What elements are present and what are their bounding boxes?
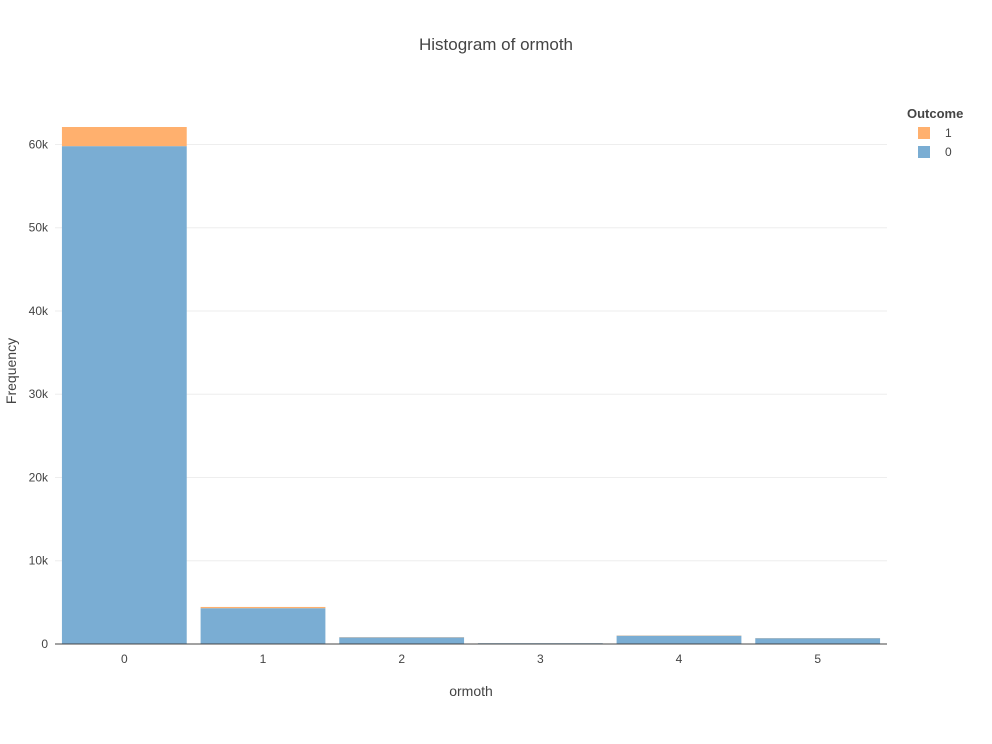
- bars: [61, 127, 881, 645]
- bar-outcome-0[interactable]: [200, 608, 326, 644]
- bar-outcome-1[interactable]: [200, 606, 326, 609]
- y-tick-label: 30k: [29, 387, 49, 401]
- legend-label: 1: [945, 126, 952, 140]
- legend-label: 0: [945, 145, 952, 159]
- legend-item-0[interactable]: 0: [918, 145, 952, 159]
- x-tick-label: 2: [398, 652, 405, 666]
- x-axis-title: ormoth: [449, 683, 493, 699]
- y-tick-label: 20k: [29, 470, 49, 484]
- gridlines: [55, 143, 887, 562]
- legend-title: Outcome: [907, 106, 963, 121]
- bar-outcome-0[interactable]: [339, 637, 465, 644]
- legend-items[interactable]: 10: [918, 126, 952, 159]
- y-tick-label: 0: [41, 637, 48, 651]
- y-tick-label: 50k: [29, 221, 49, 235]
- bar-outcome-0[interactable]: [755, 638, 881, 644]
- bar-outcome-0[interactable]: [616, 635, 742, 644]
- y-axis-title: Frequency: [3, 338, 19, 404]
- x-tick-label: 3: [537, 652, 544, 666]
- legend-swatch: [918, 127, 930, 139]
- y-tick-label: 10k: [29, 554, 49, 568]
- legend[interactable]: Outcome 10: [907, 106, 963, 159]
- bar-outcome-0[interactable]: [61, 146, 187, 645]
- legend-item-1[interactable]: 1: [918, 126, 952, 140]
- legend-swatch: [918, 146, 930, 158]
- y-tick-label: 40k: [29, 304, 49, 318]
- y-tick-label: 60k: [29, 137, 49, 151]
- bar-outcome-1[interactable]: [61, 127, 187, 147]
- x-tick-label: 4: [676, 652, 683, 666]
- y-tick-labels: 0 10k 20k 30k 40k 50k 60k: [29, 137, 49, 651]
- x-tick-labels: 0 1 2 3 4 5: [121, 652, 821, 666]
- chart-title: Histogram of ormoth: [419, 35, 573, 54]
- x-tick-label: 5: [814, 652, 821, 666]
- x-tick-label: 0: [121, 652, 128, 666]
- x-tick-label: 1: [260, 652, 267, 666]
